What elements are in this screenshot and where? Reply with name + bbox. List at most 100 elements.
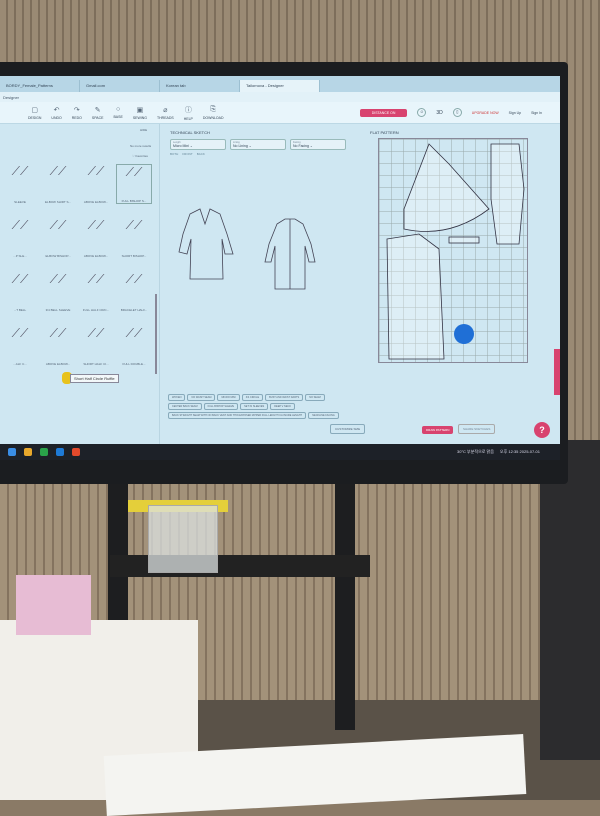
toolbar-redo[interactable]: ↷ REDO [72, 106, 82, 120]
sleeve-option[interactable]: ⟋⟋ 3/4 BELL SLEEVE [40, 272, 76, 312]
header-actions: DISTANCE ON ☺ 3D ▯ UPGRADE NOW Sign Up S… [359, 108, 560, 117]
sleeve-option[interactable]: ⟋⟋ ELBOW SHIRT S... [40, 164, 76, 204]
label: REDO [71, 115, 82, 120]
windows-start-icon[interactable] [8, 448, 16, 456]
feature-chip[interactable]: NO SEAM [305, 394, 325, 401]
toolbar-design[interactable]: ▢ DESIGN [28, 106, 41, 120]
draw-pattern-button[interactable]: DRAW PATTERN [422, 426, 454, 434]
tab-korean[interactable]: Korean tab [160, 80, 240, 92]
sleeve-option[interactable]: ⟋⟋ SLEEVE [2, 164, 38, 204]
folder-icon[interactable] [24, 448, 32, 456]
sleeve-label: ELBOW BISHOP... [45, 254, 71, 258]
sleeve-icon: ⟋⟋ [49, 218, 67, 232]
feature-chip[interactable]: BUST AND WAIST DARTS [265, 394, 304, 401]
feature-chip[interactable]: WOVEN [168, 394, 186, 401]
lining-select[interactable]: Lining No Lining ⌄ [230, 139, 286, 150]
view-back[interactable]: BACK [196, 152, 205, 156]
toolbar-undo[interactable]: ↶ UNDO [51, 106, 61, 120]
sleeve-option[interactable]: ⟋⟋ ELBOW BISHOP... [40, 218, 76, 258]
sleeve-option[interactable]: ⟋⟋ BRACELET HALF... [116, 272, 152, 312]
tab-tailornova[interactable]: Tailornova - Designer [240, 80, 320, 92]
sleeve-library: HIDE No more results ♡ Favorites ⟋⟋ SLEEV… [0, 124, 160, 444]
sleeve-option[interactable]: ⟋⟋ ABOVE ELBOW... [78, 218, 114, 258]
feature-chip[interactable]: NECKLINE FACING [308, 412, 339, 419]
taskbar: 30°C 부분적으로 맑음 오후 12:35 2025-07-01 [0, 444, 560, 460]
toolbar-threads[interactable]: ⌀ THREADS [157, 106, 174, 120]
app-icon[interactable] [72, 448, 80, 456]
sleeve-label: FULL DOUBLE... [122, 362, 146, 366]
label: HELP [183, 116, 193, 121]
chrome-icon[interactable] [40, 448, 48, 456]
help-button[interactable]: ? [534, 422, 550, 438]
select-label: Facing [293, 141, 301, 144]
view-both[interactable]: BOTH [170, 152, 179, 156]
hide-button[interactable]: HIDE [140, 128, 148, 132]
scrollbar[interactable] [155, 294, 157, 374]
feature-chip[interactable]: FULL BISHOP SLEEVE [203, 403, 239, 410]
sleeve-icon: ⟋⟋ [11, 326, 29, 340]
upgrade-link[interactable]: UPGRADE NOW [471, 110, 499, 115]
sleeve-option[interactable]: ⟋⟋ FULL HALF CIRC... [78, 272, 114, 312]
toolbar-help[interactable]: ⓘ HELP [184, 105, 193, 121]
customize-size-button[interactable]: CUSTOMIZE SIZE [330, 424, 366, 434]
toolbar-base[interactable]: ○ BASE [113, 106, 122, 119]
mannequin-icon[interactable]: ▯ [452, 108, 462, 117]
pattern-grid [378, 138, 528, 363]
browser-tabs: BORDY_Female_Patterns Gmail.com Korean t… [0, 76, 560, 92]
feature-chip[interactable]: SET IN SLEEVES [240, 403, 269, 410]
sleeve-option[interactable]: ⟋⟋ ...ALF C... [2, 326, 38, 366]
side-cabinet [540, 440, 600, 760]
help-icon: ⓘ [184, 106, 192, 114]
edge-icon[interactable] [56, 448, 64, 456]
distance-button[interactable]: DISTANCE ON [359, 108, 408, 117]
toolbar-download[interactable]: ⎘ DOWNLOAD [203, 106, 224, 120]
feature-chip[interactable]: BACK STRAIGHT SEAM WITH NO BACK VENT AND… [168, 412, 307, 419]
toolbar-sewing[interactable]: ▣ SEWING [133, 106, 147, 120]
sleeve-option[interactable]: ⟋⟋ FULL DOUBLE... [116, 326, 152, 366]
monitor-stand-right [335, 480, 355, 730]
sleeve-icon: ⟋⟋ [11, 164, 29, 178]
sleeve-option[interactable]: ⟋⟋ SHORT HALF CI... [78, 326, 114, 366]
favorites-filter[interactable]: ♡ Favorites [132, 154, 148, 158]
cursor-dot [454, 324, 474, 344]
feature-chip[interactable]: DEEP V NECK [270, 403, 295, 410]
feedback-tab[interactable] [554, 349, 560, 395]
sleeve-icon: ⟋⟋ [125, 165, 143, 179]
sleeve-option[interactable]: ⟋⟋ FULL BISHOP S... [116, 164, 152, 204]
tab-gmail[interactable]: Gmail.com [80, 80, 160, 92]
toolbar-space[interactable]: ✎ SPACE [92, 106, 104, 120]
avatar-icon[interactable]: ☺ [417, 108, 427, 117]
sleeve-option[interactable]: ⟋⟋ ABOVE ELBOW... [40, 326, 76, 366]
view-3d-button[interactable]: 3D [436, 109, 443, 116]
no-more-results: No more results [130, 144, 152, 148]
weather-widget[interactable]: 30°C 부분적으로 맑음 [457, 449, 494, 454]
clock[interactable]: 오후 12:35 2025-07-01 [500, 449, 540, 455]
share-sketches-button[interactable]: SHARE SKETCHES [458, 424, 496, 434]
sleeve-label: ABOVE ELBOW... [83, 254, 109, 258]
select-label: Lining [233, 141, 240, 144]
screen: BORDY_Female_Patterns Gmail.com Korean t… [0, 76, 560, 444]
feature-chip[interactable]: 3/4 CIRCLE [241, 394, 264, 401]
sleeve-label: ABOVE ELBOW... [83, 200, 109, 204]
toolbar: ▢ DESIGN ↶ UNDO ↷ REDO ✎ SPACE ○ BASE ▣ SEWING… [0, 102, 560, 124]
label: DOWNLOAD [202, 115, 224, 120]
view-front[interactable]: FRONT [182, 152, 193, 156]
sign-in-link[interactable]: Sign In [531, 110, 542, 115]
sleeve-label: SLEEVE [14, 200, 26, 204]
app-label: Designer [0, 92, 560, 102]
sleeve-icon: ⟋⟋ [49, 272, 67, 286]
feature-chip[interactable]: MICRO MINI [217, 394, 240, 401]
length-select[interactable]: Length Micro Mini ⌄ [170, 139, 226, 150]
facing-select[interactable]: Facing No Facing ⌄ [290, 139, 346, 150]
feature-chip[interactable]: NO WAIST SEAM [187, 394, 216, 401]
sleeve-option[interactable]: ⟋⟋ ...P SLE... [2, 218, 38, 258]
feature-chip[interactable]: CENTER BACK SEAM [168, 403, 202, 410]
sleeve-icon: ⟋⟋ [125, 272, 143, 286]
view-toggle: BOTH FRONT BACK [170, 152, 350, 156]
sleeve-option[interactable]: ⟋⟋ ABOVE ELBOW... [78, 164, 114, 204]
tab-patterns[interactable]: BORDY_Female_Patterns [0, 80, 80, 92]
sign-up-link[interactable]: Sign Up [508, 110, 522, 115]
sleeve-option[interactable]: ⟋⟋ SHORT BISHOP... [116, 218, 152, 258]
label: DESIGN [28, 115, 42, 120]
sleeve-option[interactable]: ⟋⟋ ...T BELL [2, 272, 38, 312]
